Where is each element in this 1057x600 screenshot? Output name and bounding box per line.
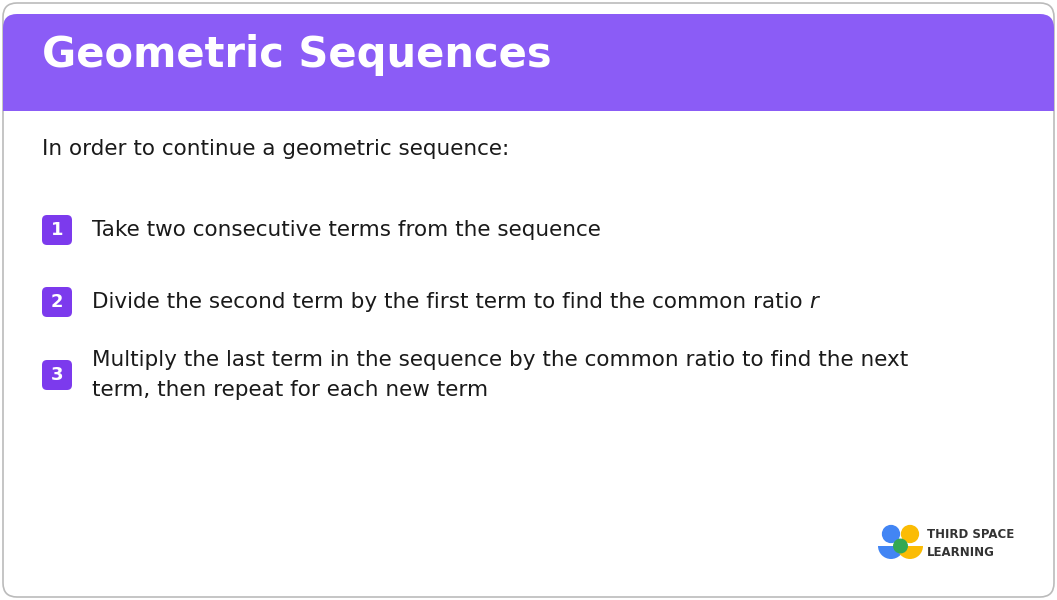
Text: 1: 1	[51, 221, 63, 239]
Circle shape	[883, 526, 900, 542]
FancyBboxPatch shape	[42, 360, 72, 390]
FancyBboxPatch shape	[42, 215, 72, 245]
Circle shape	[902, 526, 919, 542]
Wedge shape	[897, 546, 923, 559]
Text: 3: 3	[51, 366, 63, 384]
Text: r: r	[810, 292, 818, 312]
Circle shape	[894, 539, 907, 553]
Wedge shape	[878, 546, 904, 559]
Text: THIRD SPACE
LEARNING: THIRD SPACE LEARNING	[927, 529, 1015, 559]
Text: Divide the second term by the first term to find the common ratio: Divide the second term by the first term…	[92, 292, 810, 312]
Text: Geometric Sequences: Geometric Sequences	[42, 34, 552, 76]
Text: Multiply the last term in the sequence by the common ratio to find the next
term: Multiply the last term in the sequence b…	[92, 350, 908, 400]
FancyBboxPatch shape	[42, 287, 72, 317]
FancyBboxPatch shape	[3, 14, 1054, 111]
Bar	[3, 97, 1054, 111]
Text: Take two consecutive terms from the sequence: Take two consecutive terms from the sequ…	[92, 220, 600, 240]
FancyBboxPatch shape	[3, 3, 1054, 597]
Text: In order to continue a geometric sequence:: In order to continue a geometric sequenc…	[42, 139, 509, 159]
Text: 2: 2	[51, 293, 63, 311]
